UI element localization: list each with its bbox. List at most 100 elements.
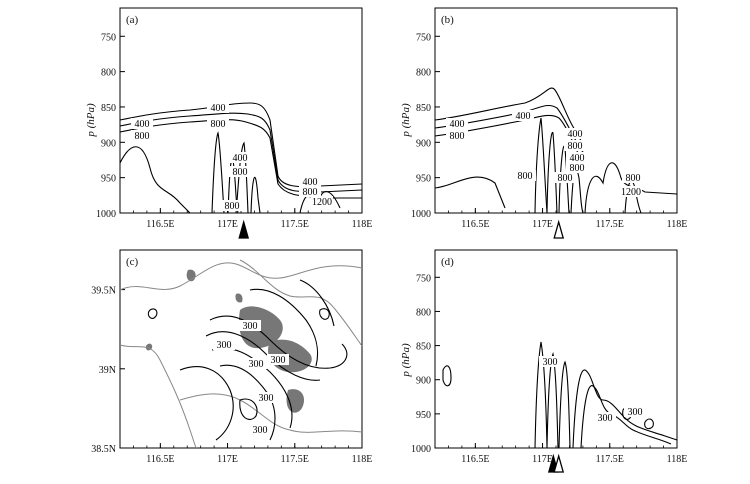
contour-label: 400 bbox=[211, 103, 226, 114]
x-tick-label: 116.5E bbox=[461, 454, 489, 465]
y-tick-label: 39N bbox=[99, 365, 116, 376]
contour-label-bg bbox=[299, 186, 321, 197]
contour-layer bbox=[119, 87, 678, 449]
contour-label: 400 bbox=[568, 129, 583, 140]
contour-line bbox=[209, 315, 348, 369]
contour-label: 300 bbox=[598, 413, 613, 424]
y-tick-label: 38.5N bbox=[91, 444, 116, 455]
contour-label: 800 bbox=[570, 163, 585, 174]
x-tick-label: 117.5E bbox=[596, 219, 624, 230]
contour-label-bg bbox=[566, 152, 588, 163]
contour-b-4 bbox=[434, 176, 506, 209]
contour-label-bg bbox=[229, 166, 251, 177]
contour-label-bg bbox=[213, 339, 235, 350]
contour-line bbox=[299, 279, 335, 327]
contour-label: 300 bbox=[271, 355, 286, 366]
contour-label: 800 bbox=[233, 167, 248, 178]
contour-label-bg bbox=[620, 186, 642, 197]
boundary-line bbox=[119, 344, 197, 449]
contour-label: 300 bbox=[253, 425, 268, 436]
contour-d-3 bbox=[558, 360, 571, 449]
y-tick-label: 950 bbox=[416, 410, 431, 421]
contour-label-bg bbox=[566, 162, 588, 173]
y-tick-label: 900 bbox=[416, 376, 431, 387]
contour-label: 800 bbox=[558, 173, 573, 184]
contour-d-8 bbox=[442, 365, 452, 387]
y-tick-label: 39.5N bbox=[91, 286, 116, 297]
contour-label-bg bbox=[221, 200, 243, 211]
contour-b-5 bbox=[534, 117, 548, 214]
contour-label-bg bbox=[514, 170, 536, 181]
y-tick-label: 800 bbox=[416, 68, 431, 79]
contour-label: 800 bbox=[626, 173, 641, 184]
contour-line bbox=[205, 331, 321, 381]
boundary-line bbox=[239, 259, 363, 347]
shaded-region bbox=[235, 293, 243, 303]
y-tick-label: 900 bbox=[416, 138, 431, 149]
contour-a-8 bbox=[250, 176, 261, 214]
x-tick-label: 118E bbox=[352, 219, 373, 230]
contour-line bbox=[179, 366, 234, 441]
contour-label: 400 bbox=[450, 119, 465, 130]
contour-label: 800 bbox=[135, 131, 150, 142]
axes-layer: 116.5E 117E 117.5E 118E 750 800 850 900 950 1000 1… bbox=[91, 32, 687, 465]
contour-a-2 bbox=[119, 112, 363, 193]
contour-label-bg bbox=[207, 102, 229, 113]
boundary-line bbox=[179, 393, 363, 433]
contour-label-bg bbox=[239, 320, 261, 331]
contour-label-bg bbox=[624, 406, 646, 417]
contour-line bbox=[249, 288, 319, 367]
contour-a-3 bbox=[119, 119, 362, 199]
contour-d-2 bbox=[546, 351, 559, 449]
contour-d-7 bbox=[644, 418, 654, 430]
x-tick-label: 118E bbox=[667, 219, 688, 230]
contour-label-bg bbox=[554, 172, 576, 183]
contour-a-5 bbox=[211, 131, 225, 214]
contour-label: 1200 bbox=[621, 187, 641, 198]
x-tick-label: 118E bbox=[667, 454, 688, 465]
marker-triangle-a bbox=[238, 219, 250, 239]
contour-d-4 bbox=[572, 369, 678, 449]
contour-label: 800 bbox=[225, 201, 240, 212]
contour-label-bg bbox=[207, 118, 229, 129]
contour-label-layer: 4008004008004008004008001200800400800400… bbox=[131, 102, 646, 436]
contour-label: 800 bbox=[518, 171, 533, 182]
contour-label-bg bbox=[299, 176, 321, 187]
contour-label-bg bbox=[622, 172, 644, 183]
panel-c-label: (c) bbox=[126, 256, 139, 268]
x-tick-label: 116.5E bbox=[146, 219, 174, 230]
panel-c-frame bbox=[119, 249, 363, 449]
contour-label-bg bbox=[255, 392, 277, 403]
y-tick-label: 950 bbox=[416, 174, 431, 185]
contour-label-bg bbox=[539, 356, 561, 367]
contour-label: 400 bbox=[233, 153, 248, 164]
contour-d-1 bbox=[534, 341, 548, 449]
contour-label-bg bbox=[267, 354, 289, 365]
panel-b-label: (b) bbox=[441, 14, 454, 26]
x-tick-label: 116.5E bbox=[146, 454, 174, 465]
contour-label-bg bbox=[131, 130, 153, 141]
contour-label: 800 bbox=[303, 187, 318, 198]
x-tick-label: 117E bbox=[217, 219, 238, 230]
panel-d-frame bbox=[434, 249, 678, 449]
y-tick-label: 800 bbox=[101, 68, 116, 79]
y-tick-label: 750 bbox=[416, 273, 431, 284]
x-tick-label: 116.5E bbox=[461, 219, 489, 230]
y-tick-label: 850 bbox=[101, 103, 116, 114]
y-tick-label: 1000 bbox=[411, 209, 431, 220]
contour-label: 400 bbox=[570, 153, 585, 164]
contour-label-bg bbox=[564, 128, 586, 139]
contour-line bbox=[239, 398, 258, 420]
contour-a-1 bbox=[119, 102, 363, 188]
x-tick-label: 117.5E bbox=[281, 219, 309, 230]
contour-label: 1200 bbox=[312, 197, 332, 208]
y-tick-label: 750 bbox=[416, 32, 431, 43]
y-tick-label: 800 bbox=[416, 307, 431, 318]
contour-label-bg bbox=[311, 196, 333, 207]
contour-label-bg bbox=[131, 118, 153, 129]
contour-label: 300 bbox=[243, 321, 258, 332]
y-tick-label: 950 bbox=[101, 174, 116, 185]
x-tick-label: 117E bbox=[532, 454, 553, 465]
contour-label-bg bbox=[594, 412, 616, 423]
